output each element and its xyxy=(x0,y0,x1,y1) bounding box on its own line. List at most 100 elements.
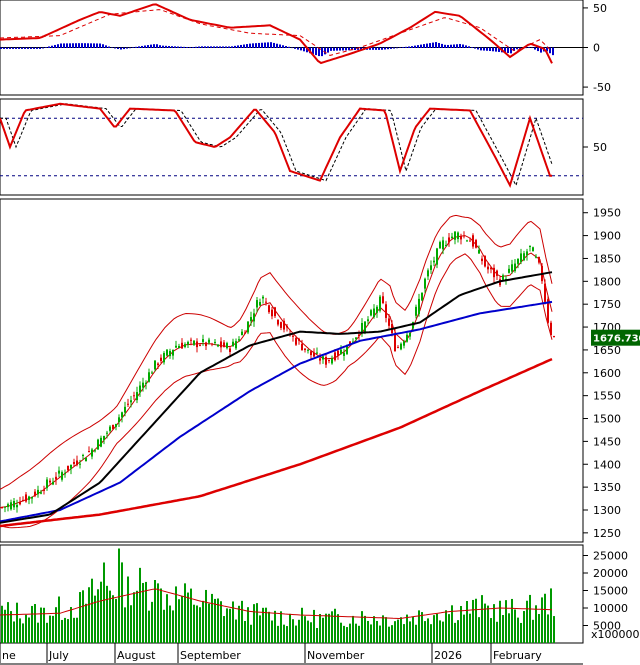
volume-bar xyxy=(166,594,168,643)
macd-histogram-bar xyxy=(534,47,536,50)
macd-histogram-bar xyxy=(252,43,254,48)
volume-bar xyxy=(379,625,381,643)
macd-histogram-bar xyxy=(18,47,20,49)
macd-histogram-bar xyxy=(492,47,494,52)
macd-histogram-bar xyxy=(465,45,467,48)
volume-bar xyxy=(196,605,198,643)
macd-histogram-bar xyxy=(417,45,419,48)
volume-bar xyxy=(202,600,204,643)
macd-histogram-bar xyxy=(39,47,41,49)
macd-histogram-bar xyxy=(243,44,245,48)
volume-bar xyxy=(16,602,18,643)
macd-histogram-bar xyxy=(165,45,167,48)
candle-body xyxy=(553,335,555,337)
volume-bar xyxy=(301,607,303,643)
macd-histogram-bar xyxy=(3,47,5,49)
macd-histogram-bar xyxy=(99,43,101,48)
candle-body xyxy=(94,450,96,452)
macd-histogram-bar xyxy=(141,45,143,48)
macd-histogram-bar xyxy=(546,47,548,52)
volume-bar xyxy=(58,596,60,643)
macd-histogram-bar xyxy=(153,44,155,48)
volume-bar xyxy=(406,614,408,643)
candle-body xyxy=(331,358,333,364)
macd-histogram-bar xyxy=(441,43,443,48)
candle-body xyxy=(232,341,234,347)
macd-histogram-bar xyxy=(333,47,335,51)
price-y-tick-label: 1350 xyxy=(593,481,621,494)
macd-histogram-bar xyxy=(306,47,308,53)
candle-body xyxy=(373,308,375,317)
candle-body xyxy=(274,307,276,317)
candle-body xyxy=(247,321,249,333)
volume-bar xyxy=(22,623,24,643)
candle-body xyxy=(184,344,186,348)
macd-y-tick-label: 0 xyxy=(593,42,600,55)
candle-body xyxy=(34,491,36,496)
volume-bar xyxy=(268,611,270,643)
candle-body xyxy=(400,343,402,350)
volume-bar xyxy=(4,609,6,643)
macd-histogram-bar xyxy=(144,45,146,48)
macd-histogram-bar xyxy=(552,47,554,56)
volume-bar xyxy=(448,614,450,643)
volume-bar xyxy=(49,615,51,643)
candle-body xyxy=(496,270,498,276)
candle-body xyxy=(322,356,324,360)
macd-histogram-bar xyxy=(393,47,395,49)
macd-histogram-bar xyxy=(90,43,92,48)
macd-histogram-bar xyxy=(186,47,188,48)
volume-bar xyxy=(313,609,315,643)
volume-bar xyxy=(286,626,288,643)
volume-y-tick-label: 10000 xyxy=(593,602,628,615)
volume-bar xyxy=(403,624,405,643)
volume-bar xyxy=(469,613,471,643)
macd-histogram-bar xyxy=(384,47,386,50)
volume-bar xyxy=(259,615,261,643)
volume-bar xyxy=(43,607,45,643)
macd-histogram-bar xyxy=(369,47,371,50)
macd-histogram-bar xyxy=(147,45,149,48)
macd-histogram-bar xyxy=(510,47,512,54)
macd-histogram-bar xyxy=(27,47,29,49)
macd-histogram-bar xyxy=(390,47,392,49)
candle-body xyxy=(172,349,174,356)
macd-histogram-bar xyxy=(297,47,299,50)
macd-histogram-bar xyxy=(108,46,110,48)
macd-histogram-bar xyxy=(33,47,35,49)
candle-body xyxy=(85,457,87,462)
volume-bar xyxy=(40,607,42,643)
candle-body xyxy=(220,341,222,348)
candle-body xyxy=(490,267,492,270)
candle-body xyxy=(208,339,210,343)
macd-histogram-bar xyxy=(495,47,497,52)
macd-histogram-bar xyxy=(201,46,203,48)
macd-histogram-bar xyxy=(123,47,125,50)
volume-bar xyxy=(76,617,78,643)
volume-bar xyxy=(433,615,435,643)
price-y-tick-label: 1900 xyxy=(593,230,621,243)
volume-bar xyxy=(214,598,216,643)
volume-bar xyxy=(511,598,513,643)
volume-bar xyxy=(172,610,174,643)
macd-histogram-bar xyxy=(222,46,224,48)
macd-histogram-bar xyxy=(525,47,527,49)
volume-bar xyxy=(370,624,372,643)
candle-body xyxy=(517,258,519,264)
candle-body xyxy=(439,242,441,249)
macd-histogram-bar xyxy=(513,47,515,51)
candle-body xyxy=(283,320,285,330)
macd-histogram-bar xyxy=(435,42,437,48)
candle-body xyxy=(430,265,432,270)
candle-body xyxy=(28,496,30,500)
macd-histogram-bar xyxy=(258,42,260,48)
volume-bar xyxy=(199,607,201,643)
candle-body xyxy=(49,480,51,483)
volume-bar xyxy=(274,610,276,643)
volume-bar xyxy=(190,588,192,643)
candle-body xyxy=(484,256,486,267)
volume-bar xyxy=(163,609,165,643)
x-axis: ne July August September November 2026 Februar… xyxy=(0,643,583,665)
candle-body xyxy=(475,240,477,248)
volume-bar xyxy=(307,620,309,643)
